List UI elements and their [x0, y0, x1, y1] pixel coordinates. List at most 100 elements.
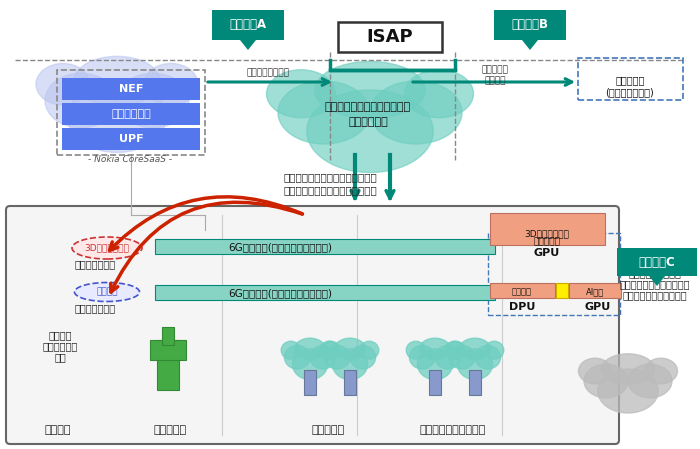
Ellipse shape [578, 358, 612, 384]
Ellipse shape [335, 338, 365, 360]
Text: モバイル: モバイル [48, 330, 71, 340]
Text: ISAP: ISAP [367, 28, 413, 46]
Ellipse shape [117, 73, 189, 128]
Text: 映像終端: 映像終端 [512, 287, 532, 296]
Bar [490, 213, 605, 245]
Text: ポイントC: ポイントC [638, 255, 675, 269]
Text: 3Dレンダリング: 3Dレンダリング [85, 243, 130, 252]
Ellipse shape [360, 341, 379, 359]
Bar [155, 239, 495, 254]
Text: エンコード: エンコード [533, 238, 561, 247]
Ellipse shape [484, 341, 504, 359]
Ellipse shape [460, 338, 491, 360]
Ellipse shape [457, 349, 493, 379]
Polygon shape [649, 276, 665, 286]
Text: メタバース端末: メタバース端末 [74, 259, 116, 269]
Ellipse shape [406, 341, 426, 359]
Polygon shape [240, 40, 256, 50]
Ellipse shape [417, 349, 453, 379]
Text: モバイルコア: モバイルコア [111, 109, 151, 119]
Text: UPF: UPF [119, 134, 144, 144]
Bar [304, 370, 316, 395]
Text: コンピューティング機能を: コンピューティング機能を [620, 279, 690, 289]
Ellipse shape [444, 341, 464, 359]
Ellipse shape [315, 62, 425, 119]
Bar [62, 103, 200, 125]
Ellipse shape [446, 341, 466, 359]
Ellipse shape [419, 338, 450, 360]
Bar [488, 233, 620, 315]
Bar [155, 285, 495, 300]
Text: モバイル回線やサービスの状態に: モバイル回線やサービスの状態に [283, 172, 377, 182]
Text: 空間状態: 空間状態 [484, 76, 505, 85]
Ellipse shape [324, 345, 350, 369]
Text: GPU: GPU [585, 302, 611, 312]
Ellipse shape [332, 349, 368, 379]
Text: 基地局機能: 基地局機能 [153, 425, 187, 435]
Text: 端末: 端末 [54, 352, 66, 362]
Ellipse shape [295, 338, 326, 360]
Ellipse shape [310, 345, 335, 369]
Text: エッジ機能: エッジ機能 [312, 425, 344, 435]
Ellipse shape [144, 63, 198, 105]
Polygon shape [522, 40, 538, 50]
Ellipse shape [645, 358, 678, 384]
FancyBboxPatch shape [6, 206, 619, 444]
Ellipse shape [293, 349, 328, 379]
Text: 持つ計算サービスを構成: 持つ計算サービスを構成 [623, 290, 687, 300]
Ellipse shape [405, 70, 473, 118]
Bar [157, 340, 179, 390]
Ellipse shape [410, 345, 435, 369]
Text: メタバース: メタバース [482, 66, 508, 75]
Ellipse shape [435, 345, 461, 369]
Bar [212, 10, 284, 40]
Ellipse shape [320, 341, 339, 359]
Bar [338, 22, 442, 52]
Text: サービス毎に異なる: サービス毎に異なる [629, 268, 681, 278]
Ellipse shape [278, 81, 370, 144]
Bar [429, 370, 441, 395]
Bar [162, 327, 174, 345]
Text: NEF: NEF [119, 84, 144, 94]
Ellipse shape [74, 56, 160, 106]
Text: モバイル回線状態: モバイル回線状態 [246, 69, 290, 78]
Text: 3Dレンダリング: 3Dレンダリング [524, 229, 569, 238]
Ellipse shape [284, 345, 310, 369]
Ellipse shape [281, 341, 300, 359]
Bar [556, 283, 568, 298]
Text: 応じて回線に計算サービスを設定: 応じて回線に計算サービスを設定 [283, 185, 377, 195]
Text: - Nokia CoreSaaS -: - Nokia CoreSaaS - [88, 155, 172, 164]
Bar [494, 10, 566, 40]
Text: 6Gサービス(回線＋計算サービス): 6Gサービス(回線＋計算サービス) [228, 288, 332, 298]
Text: DPU: DPU [509, 302, 536, 312]
Ellipse shape [45, 73, 117, 128]
Bar [490, 283, 555, 298]
Text: 監視カメラ端末: 監視カメラ端末 [74, 303, 116, 313]
Ellipse shape [475, 345, 500, 369]
Text: AI解析: AI解析 [586, 287, 604, 296]
Ellipse shape [601, 354, 654, 384]
Ellipse shape [74, 282, 139, 301]
Ellipse shape [36, 63, 90, 105]
Text: ポイントA: ポイントA [230, 18, 267, 31]
Text: ポイントB: ポイントB [512, 18, 549, 31]
Ellipse shape [628, 364, 672, 398]
Ellipse shape [307, 90, 433, 172]
Ellipse shape [321, 341, 340, 359]
Bar [150, 340, 186, 360]
Text: (インターネット): (インターネット) [606, 87, 654, 97]
Ellipse shape [584, 364, 628, 398]
Text: モバイル回線・サービス状態: モバイル回線・サービス状態 [325, 102, 411, 112]
Ellipse shape [370, 81, 462, 144]
Ellipse shape [598, 369, 658, 413]
Text: 解析機能: 解析機能 [97, 287, 118, 296]
Ellipse shape [72, 237, 142, 259]
Ellipse shape [267, 70, 335, 118]
Bar [62, 128, 200, 150]
Text: 連携制御機能: 連携制御機能 [348, 117, 388, 127]
Ellipse shape [350, 345, 376, 369]
Text: ネットワーク: ネットワーク [43, 341, 78, 351]
Bar [344, 370, 356, 395]
Bar [578, 58, 683, 100]
Text: メタバース: メタバース [615, 75, 645, 85]
